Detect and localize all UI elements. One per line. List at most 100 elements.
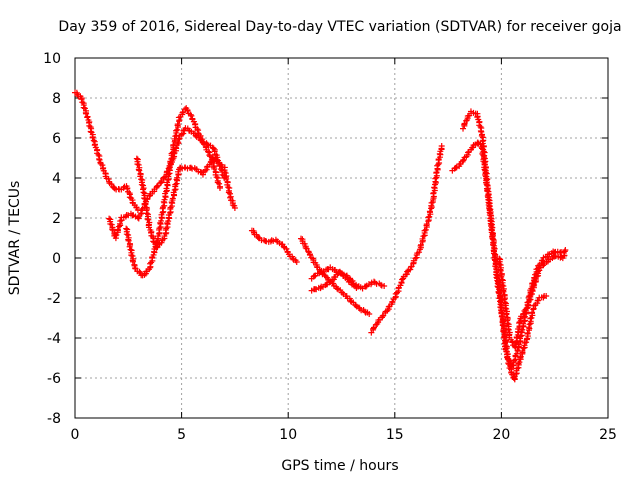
x-tick-label: 5 — [177, 427, 186, 443]
data-point — [90, 137, 97, 144]
data-point — [166, 164, 173, 171]
data-point — [160, 174, 167, 181]
series-trace-9 — [368, 143, 445, 336]
y-tick-label: 0 — [52, 251, 61, 267]
data-point — [492, 263, 499, 270]
data-point — [78, 96, 85, 103]
data-point — [535, 268, 542, 275]
data-point — [503, 311, 510, 318]
data-point — [399, 276, 406, 283]
data-point — [143, 210, 150, 217]
data-point — [494, 283, 501, 290]
data-point — [174, 174, 181, 181]
data-point — [483, 175, 490, 182]
data-point — [194, 126, 201, 133]
data-point — [520, 311, 527, 318]
data-point — [116, 223, 123, 230]
data-point — [168, 150, 175, 157]
data-point — [526, 297, 533, 304]
data-point — [124, 185, 131, 192]
data-point — [153, 183, 160, 190]
data-point — [381, 283, 388, 289]
y-tick-label: 6 — [52, 131, 61, 147]
data-point — [165, 218, 172, 225]
data-point — [223, 175, 230, 182]
data-point — [558, 249, 565, 255]
data-point — [137, 173, 144, 180]
data-point — [362, 283, 369, 290]
data-point — [425, 214, 432, 221]
data-point — [497, 304, 504, 311]
y-tick-label: -6 — [47, 371, 61, 387]
data-point — [490, 241, 497, 248]
data-point — [487, 217, 494, 224]
data-point — [489, 235, 496, 242]
data-point — [142, 201, 149, 208]
data-point — [225, 184, 232, 191]
data-point — [527, 315, 534, 322]
data-point — [125, 237, 132, 244]
data-point — [173, 127, 180, 134]
data-point — [317, 269, 324, 276]
data-point — [144, 216, 151, 223]
data-point — [502, 305, 509, 312]
data-point — [520, 345, 527, 352]
data-point — [370, 325, 377, 332]
data-point — [87, 128, 94, 135]
data-point — [140, 189, 147, 196]
data-point — [377, 281, 384, 288]
data-point — [163, 185, 170, 192]
data-point — [112, 232, 119, 239]
data-point — [117, 218, 124, 225]
data-point — [497, 267, 504, 274]
data-point — [431, 184, 438, 191]
data-point — [483, 180, 490, 187]
data-point — [156, 225, 163, 232]
series-trace-11 — [460, 108, 565, 372]
series-trace-3 — [133, 155, 238, 251]
data-point — [517, 354, 524, 361]
data-point — [529, 309, 536, 316]
data-point — [412, 255, 419, 262]
data-point — [496, 295, 503, 302]
data-point — [225, 189, 232, 196]
data-point — [123, 225, 130, 232]
data-point — [213, 174, 220, 181]
data-point — [208, 158, 215, 165]
data-point — [485, 196, 492, 203]
data-point — [80, 104, 87, 111]
data-point — [214, 179, 221, 186]
data-point — [137, 210, 144, 217]
data-point — [426, 208, 433, 215]
data-point — [99, 162, 106, 169]
data-point — [353, 285, 360, 291]
data-point — [138, 176, 145, 183]
data-point — [165, 171, 172, 178]
y-tick-label: 8 — [52, 91, 61, 107]
x-tick-label: 25 — [599, 427, 617, 443]
data-point — [187, 111, 194, 118]
data-point — [106, 215, 113, 222]
data-point — [511, 373, 518, 380]
data-point — [421, 227, 428, 234]
data-point — [216, 180, 223, 187]
data-point — [169, 195, 176, 202]
data-point — [128, 252, 135, 259]
data-point — [123, 231, 130, 238]
data-point — [349, 277, 356, 284]
data-point — [420, 233, 427, 240]
x-axis-label: GPS time / hours — [281, 458, 398, 474]
data-point — [334, 285, 341, 292]
data-point — [84, 114, 91, 121]
data-point — [95, 151, 102, 158]
data-point — [523, 305, 530, 312]
data-point — [543, 293, 550, 299]
data-point — [497, 298, 504, 305]
y-tick-label: -2 — [47, 291, 61, 307]
series-trace-2 — [106, 125, 228, 242]
data-point — [524, 329, 531, 336]
data-point — [496, 261, 503, 268]
data-point — [525, 324, 532, 331]
data-point — [422, 226, 429, 233]
data-point — [505, 326, 512, 333]
